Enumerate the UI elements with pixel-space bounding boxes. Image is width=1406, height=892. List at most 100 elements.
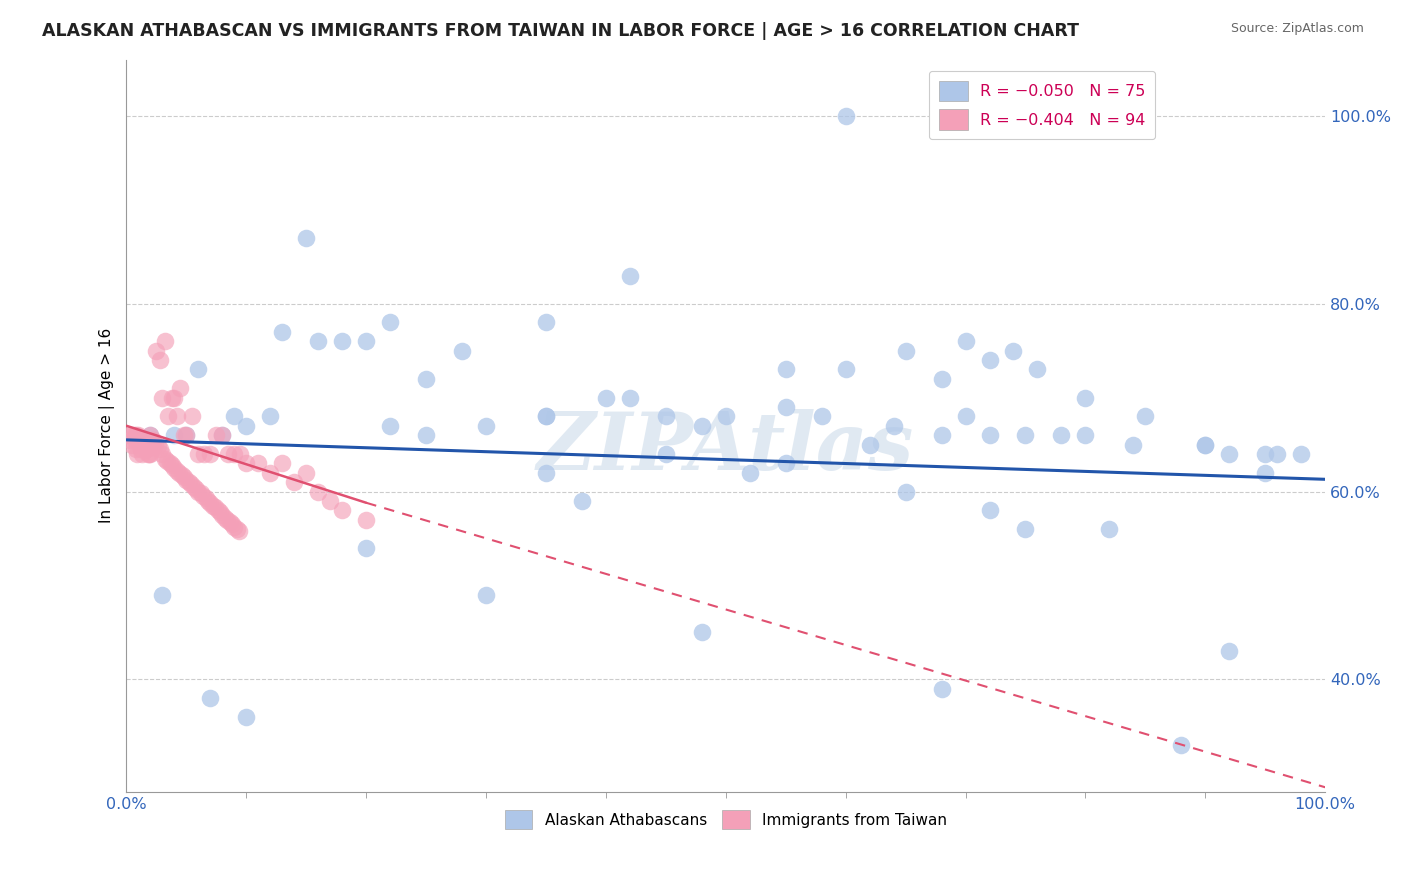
Point <box>176 428 198 442</box>
Point <box>894 484 917 499</box>
Point <box>194 491 217 505</box>
Point <box>775 362 797 376</box>
Point <box>534 316 557 330</box>
Point <box>415 372 437 386</box>
Point <box>142 437 165 451</box>
Point <box>354 541 377 555</box>
Point <box>738 466 761 480</box>
Point <box>187 484 209 499</box>
Point <box>217 447 239 461</box>
Point <box>894 343 917 358</box>
Point <box>655 409 678 424</box>
Point <box>224 520 246 534</box>
Point <box>207 503 229 517</box>
Point <box>127 433 149 447</box>
Point <box>177 475 200 489</box>
Point <box>159 456 181 470</box>
Point <box>181 409 204 424</box>
Point <box>1194 437 1216 451</box>
Point <box>122 428 145 442</box>
Point <box>129 442 152 457</box>
Point <box>218 516 240 530</box>
Point <box>259 409 281 424</box>
Point <box>157 409 180 424</box>
Point <box>979 503 1001 517</box>
Point <box>208 505 231 519</box>
Point <box>153 451 176 466</box>
Point <box>139 428 162 442</box>
Point <box>183 480 205 494</box>
Point <box>145 343 167 358</box>
Point <box>1014 428 1036 442</box>
Point <box>619 268 641 283</box>
Point <box>125 442 148 457</box>
Point <box>1050 428 1073 442</box>
Point <box>534 409 557 424</box>
Point <box>595 391 617 405</box>
Point <box>118 428 141 442</box>
Point <box>205 428 228 442</box>
Point <box>187 362 209 376</box>
Point <box>173 428 195 442</box>
Point <box>211 428 233 442</box>
Point <box>307 334 329 349</box>
Point <box>271 456 294 470</box>
Point <box>180 477 202 491</box>
Point <box>221 517 243 532</box>
Point <box>295 231 318 245</box>
Point <box>1289 447 1312 461</box>
Point <box>201 499 224 513</box>
Point <box>655 447 678 461</box>
Point <box>451 343 474 358</box>
Point <box>955 409 977 424</box>
Point <box>883 418 905 433</box>
Point <box>979 428 1001 442</box>
Point <box>149 442 172 457</box>
Point <box>152 447 174 461</box>
Point <box>330 334 353 349</box>
Point <box>152 588 174 602</box>
Point <box>690 625 713 640</box>
Point <box>138 447 160 461</box>
Point <box>1098 522 1121 536</box>
Point <box>1218 447 1240 461</box>
Point <box>380 418 402 433</box>
Point <box>166 409 188 424</box>
Point <box>190 486 212 500</box>
Point <box>475 588 498 602</box>
Point <box>176 428 198 442</box>
Point <box>200 447 222 461</box>
Point <box>184 482 207 496</box>
Point <box>143 437 166 451</box>
Point <box>330 503 353 517</box>
Point <box>134 433 156 447</box>
Point <box>1194 437 1216 451</box>
Point <box>834 109 856 123</box>
Point <box>690 418 713 433</box>
Point <box>534 466 557 480</box>
Point <box>271 325 294 339</box>
Point <box>235 418 257 433</box>
Point <box>229 447 252 461</box>
Text: ZIPAtlas: ZIPAtlas <box>537 409 914 486</box>
Point <box>200 691 222 706</box>
Point <box>166 464 188 478</box>
Point <box>1014 522 1036 536</box>
Point <box>132 437 155 451</box>
Point <box>224 447 246 461</box>
Point <box>160 458 183 473</box>
Point <box>121 437 143 451</box>
Point <box>124 433 146 447</box>
Point <box>979 353 1001 368</box>
Point <box>834 362 856 376</box>
Point <box>176 473 198 487</box>
Point <box>135 442 157 457</box>
Point <box>1170 738 1192 752</box>
Point <box>139 428 162 442</box>
Point <box>149 353 172 368</box>
Point <box>211 428 233 442</box>
Point <box>931 428 953 442</box>
Point <box>1026 362 1049 376</box>
Point <box>380 316 402 330</box>
Point <box>714 409 737 424</box>
